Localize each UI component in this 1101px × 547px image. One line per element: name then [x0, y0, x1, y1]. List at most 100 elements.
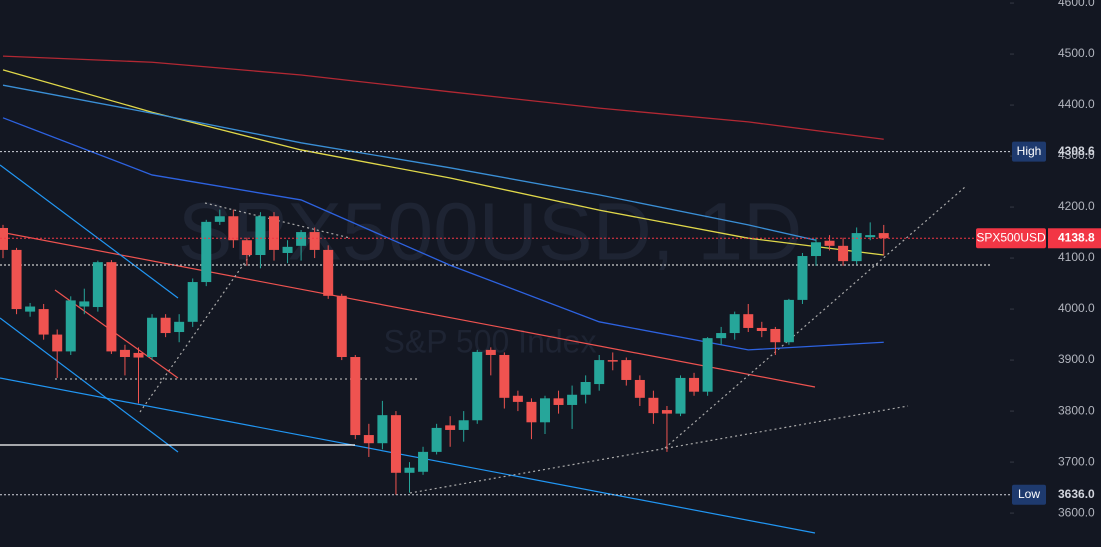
- y-tick-label: 4300.0: [1058, 148, 1095, 162]
- candle-body: [160, 317, 171, 334]
- candle-body: [865, 235, 876, 238]
- candle-body: [296, 232, 307, 246]
- candle-body: [38, 309, 49, 335]
- y-tick-label: 4500.0: [1058, 46, 1095, 60]
- candle-body: [540, 398, 550, 423]
- candle-body: [553, 398, 564, 405]
- candle-body: [390, 415, 401, 473]
- candle-body: [838, 245, 849, 262]
- candle-body: [458, 420, 469, 430]
- y-tick-label: 3800.0: [1058, 403, 1095, 417]
- plot: [0, 55, 1010, 496]
- candle-body: [445, 425, 456, 430]
- candle-body: [594, 360, 605, 385]
- trend-line: [0, 377, 816, 534]
- candle-body: [607, 360, 618, 362]
- candle-body: [92, 262, 103, 308]
- y-tick-label: 3700.0: [1058, 454, 1095, 468]
- high-label: High: [1017, 144, 1042, 158]
- candle-body: [783, 299, 794, 343]
- candle-body: [269, 216, 279, 250]
- candle-body: [119, 349, 130, 358]
- candle-body: [743, 314, 754, 328]
- candle-body: [472, 351, 483, 421]
- candle-body: [716, 333, 727, 339]
- drawings: [0, 164, 990, 534]
- last-value-box: [1048, 228, 1101, 249]
- candle-body: [282, 246, 293, 253]
- candle-body: [11, 249, 22, 310]
- candle-body: [526, 401, 537, 423]
- last-label: SPX500USD: [976, 230, 1046, 244]
- candle-body: [133, 352, 144, 358]
- low-label-box: [1012, 484, 1046, 505]
- low-value: 3636.0: [1058, 487, 1095, 501]
- candle-body: [851, 233, 862, 262]
- candle-body: [255, 216, 266, 256]
- moving-average: [2, 55, 884, 140]
- price-axis: 3600.0 3700.0 3800.0 3900.0 4000.0 4100.0 4200…: [1010, 0, 1095, 519]
- candle-body: [797, 256, 808, 300]
- trend-line: [139, 254, 251, 413]
- candle-body: [309, 232, 320, 250]
- candle-body: [336, 295, 347, 358]
- candle-body: [811, 242, 821, 257]
- candle-body: [648, 397, 659, 414]
- candle-body: [756, 327, 767, 332]
- high-label-box: [1012, 141, 1046, 162]
- candle-body: [65, 300, 76, 352]
- candle-body: [241, 240, 252, 256]
- low-label: Low: [1018, 487, 1040, 501]
- last-label-box: [976, 228, 1046, 249]
- candle-body: [702, 338, 713, 392]
- candle-body: [228, 216, 239, 241]
- candle-body: [661, 410, 672, 414]
- y-tick-label: 4200.0: [1058, 199, 1095, 213]
- moving-average: [2, 117, 884, 351]
- candle-body: [878, 233, 889, 239]
- candle-body: [512, 395, 523, 402]
- candle-body: [621, 360, 632, 380]
- trend-line: [409, 405, 909, 494]
- candle-body: [431, 427, 442, 452]
- candle-body: [499, 354, 510, 398]
- candle-body: [174, 321, 185, 333]
- candle-body: [106, 262, 117, 352]
- y-tick-label: 3600.0: [1058, 505, 1095, 519]
- candle-body: [729, 314, 740, 334]
- candle-body: [147, 317, 158, 358]
- y-tick-label: 4400.0: [1058, 97, 1095, 111]
- moving-average: [2, 84, 817, 241]
- candle-body: [363, 435, 374, 444]
- candle-body: [770, 328, 781, 343]
- candle-body: [0, 227, 8, 250]
- last-value: 4138.8: [1058, 230, 1095, 244]
- trend-line: [0, 164, 179, 299]
- candle-body: [201, 221, 212, 283]
- candle-body: [350, 357, 361, 436]
- trend-line: [0, 231, 816, 388]
- candle-body: [634, 379, 645, 398]
- candle-body: [214, 216, 225, 222]
- candle-body: [25, 306, 36, 312]
- candle-body: [689, 377, 700, 392]
- candle-body: [187, 282, 198, 322]
- candle-body: [377, 415, 388, 444]
- candle-body: [418, 451, 429, 472]
- watermark-title: SPX500USD, 1D: [178, 187, 802, 278]
- candle-body: [79, 301, 90, 307]
- candle-body: [567, 394, 578, 405]
- candle-body: [824, 240, 835, 246]
- y-tick-label: 4600.0: [1058, 0, 1095, 9]
- trend-line: [0, 317, 179, 453]
- candle-body: [52, 334, 63, 352]
- candle-body: [580, 382, 591, 395]
- y-tick-label: 4000.0: [1058, 301, 1095, 315]
- high-value: 4308.6: [1058, 144, 1095, 158]
- candle-body: [675, 377, 686, 414]
- y-tick-label: 3900.0: [1058, 352, 1095, 366]
- candle-body: [404, 467, 415, 473]
